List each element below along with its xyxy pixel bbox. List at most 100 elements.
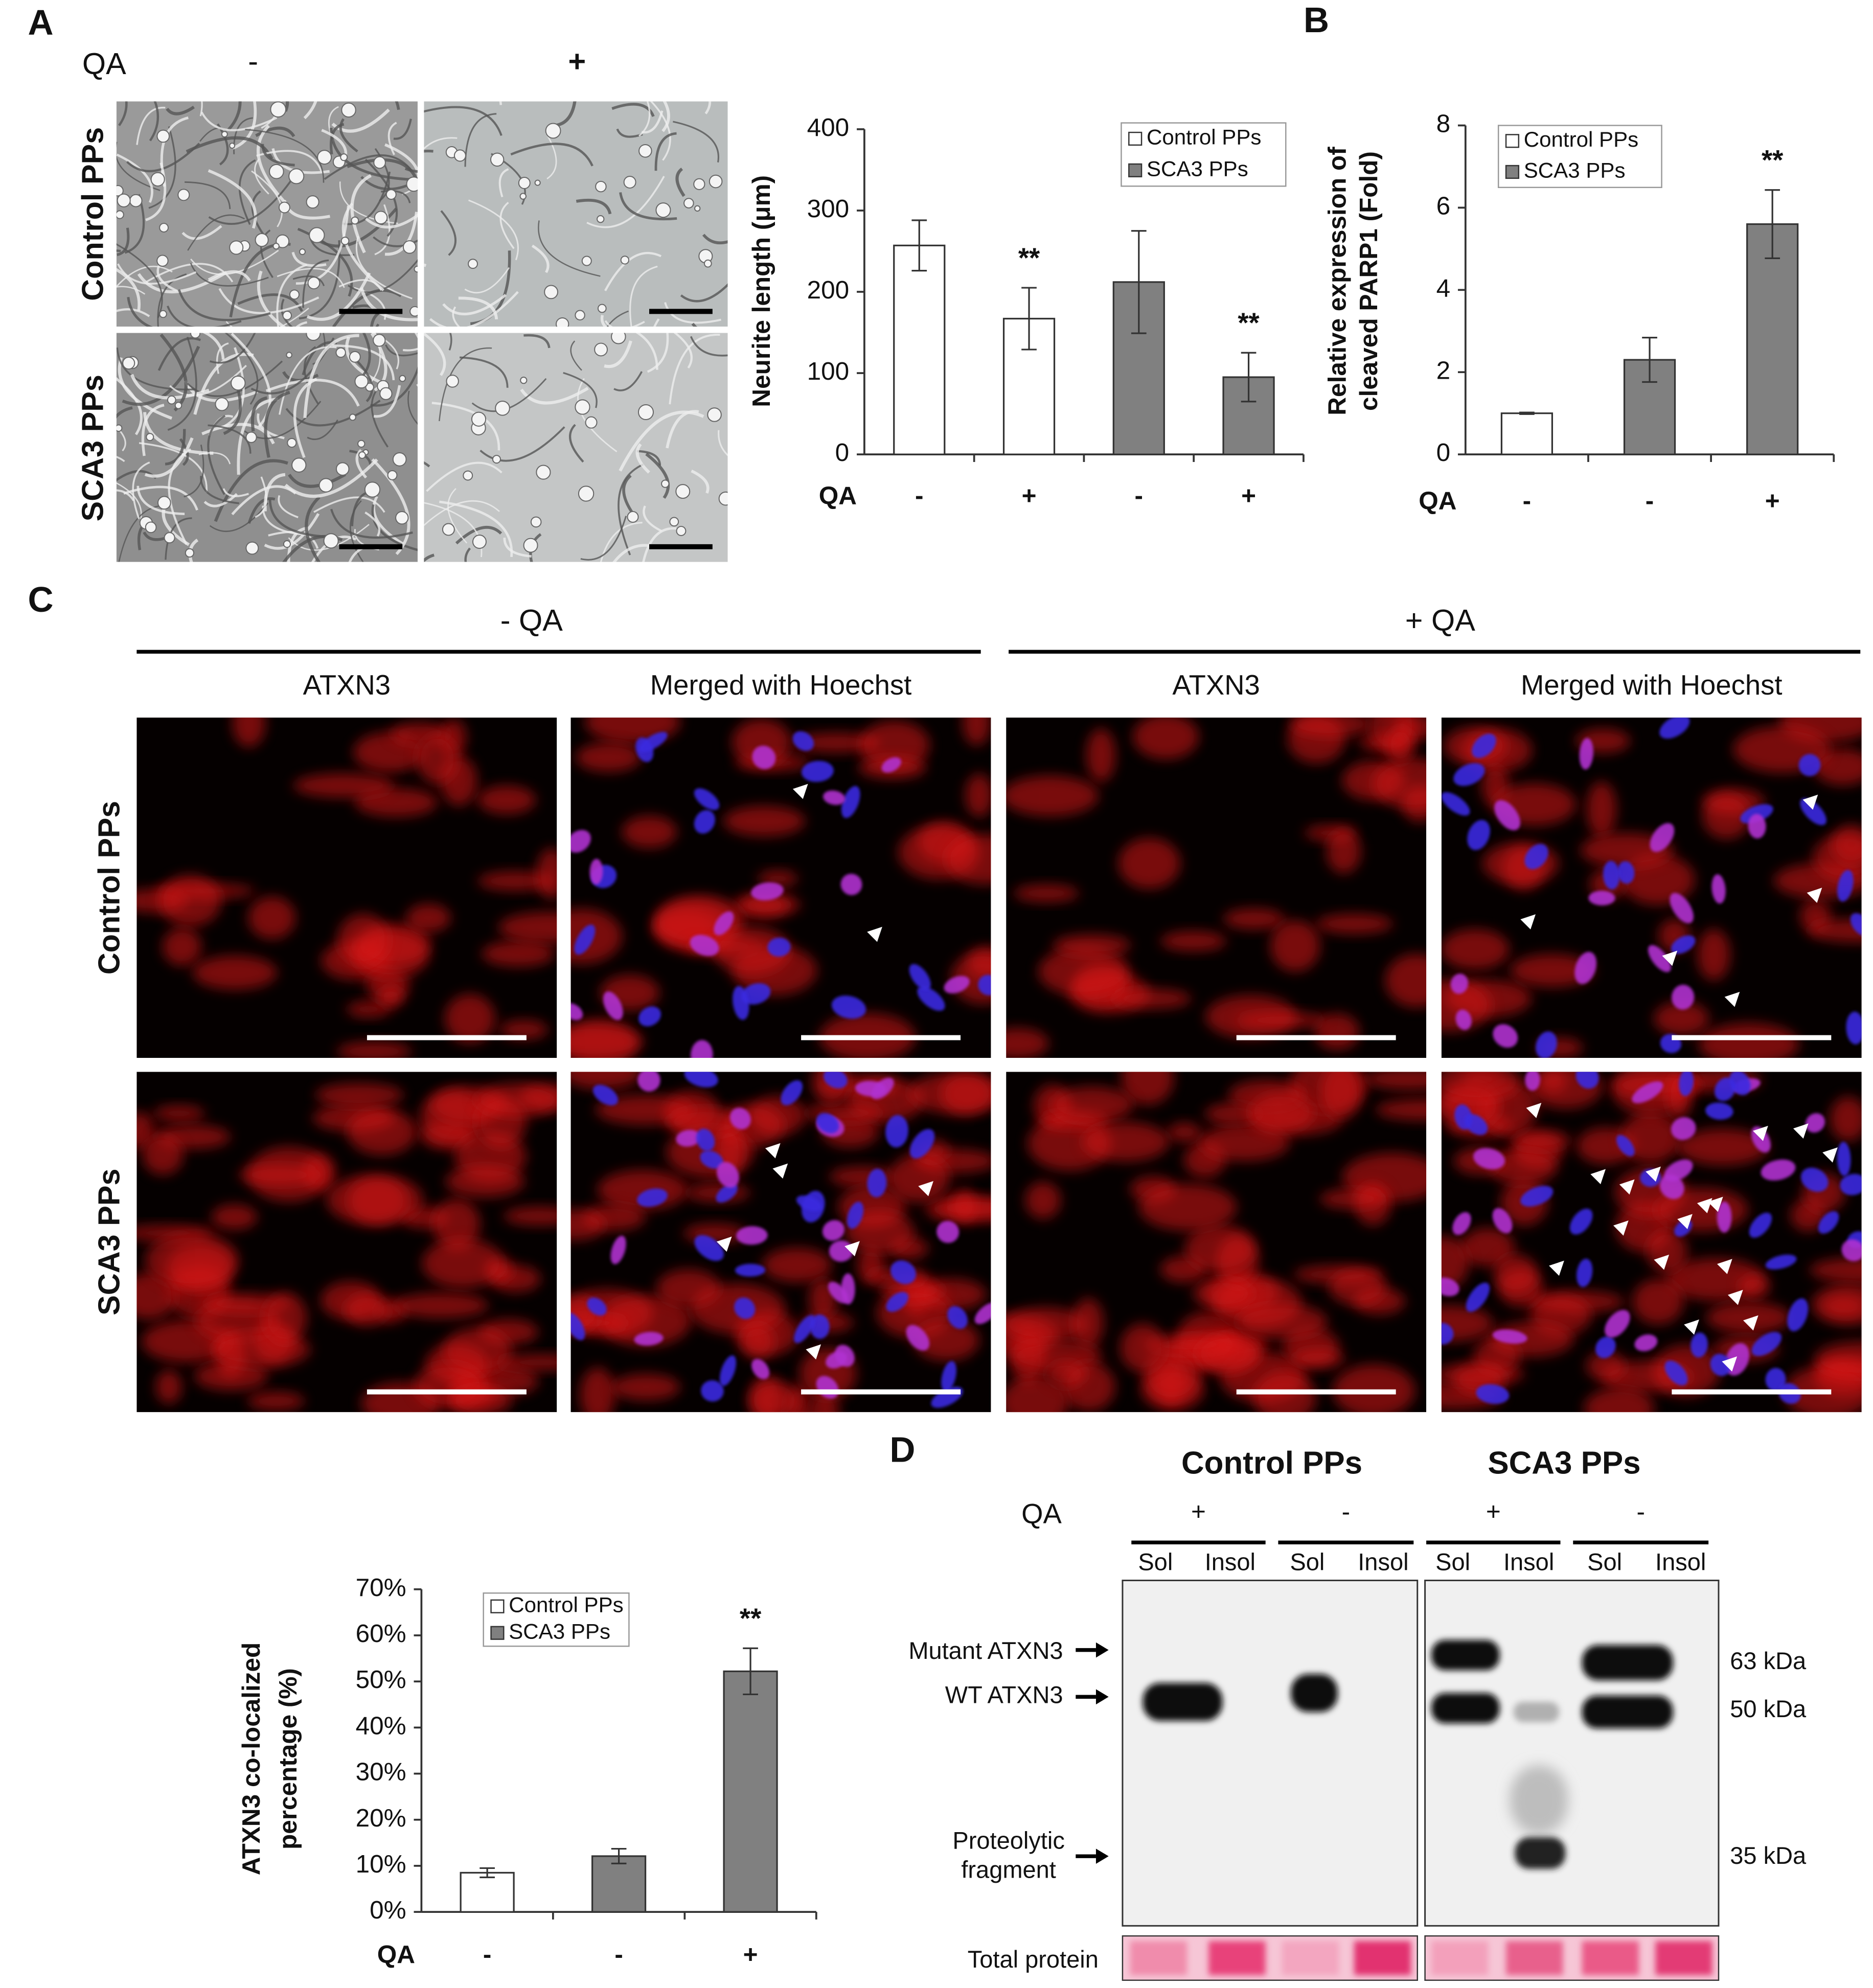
group-label: SCA3 PPs: [1488, 1446, 1640, 1481]
nucleus: [1748, 814, 1766, 839]
legend-swatch: [1128, 131, 1143, 146]
atxn3-signal: [1620, 1112, 1681, 1163]
cell-process: [691, 469, 710, 494]
cell-process: [586, 176, 665, 228]
total-protein-lane: [1130, 1941, 1187, 1975]
condition-label: + QA: [1405, 603, 1475, 637]
nucleus: [735, 1263, 765, 1277]
x-axis-label: QA: [1419, 487, 1456, 515]
nucleus: [840, 873, 862, 895]
atxn3-signal: [622, 816, 677, 848]
atxn3-signal: [248, 896, 295, 939]
cell-body: [693, 178, 705, 190]
nucleus: [1632, 1081, 1663, 1103]
cell-body: [323, 533, 339, 549]
atxn3-signal: [445, 1166, 525, 1197]
atxn3-signal: [477, 785, 536, 815]
cell-process: [116, 308, 150, 317]
cell-body: [307, 276, 321, 290]
atxn3-signal: [194, 1361, 268, 1391]
total-protein-lane: [1354, 1941, 1411, 1975]
atxn3-signal: [1654, 1001, 1709, 1036]
band-label: WT ATXN3: [945, 1681, 1063, 1708]
cell-process: [332, 289, 402, 327]
cell-process: [261, 101, 282, 129]
cell-process: [600, 314, 608, 327]
atxn3-signal: [741, 1324, 775, 1359]
atxn3-signal: [749, 1381, 800, 1413]
nucleus: [1800, 798, 1826, 825]
atxn3-signal: [503, 1207, 557, 1226]
atxn3-signal: [393, 1292, 489, 1319]
cell-process: [291, 251, 327, 267]
atxn3-signal: [1184, 1225, 1256, 1273]
cell-process: [302, 259, 329, 308]
condition-label: - QA: [500, 603, 563, 637]
band: [1291, 1674, 1338, 1712]
cell-body: [129, 194, 143, 207]
atxn3-signal: [1810, 1257, 1862, 1283]
bar: [723, 1670, 778, 1913]
band: [1582, 1645, 1673, 1681]
cell-process: [606, 310, 629, 327]
nucleus: [978, 975, 991, 996]
nucleus: [589, 859, 603, 885]
cell-process: [673, 121, 720, 163]
atxn3-signal: [1677, 1128, 1769, 1166]
cell-process: [157, 273, 187, 327]
cell-body: [379, 387, 393, 400]
band: [1582, 1695, 1673, 1729]
nucleus: [1659, 718, 1690, 739]
nucleus: [1749, 1212, 1772, 1238]
cell-body: [620, 256, 630, 265]
cell-body: [594, 342, 608, 357]
cell-process: [167, 336, 197, 431]
cell-body: [270, 101, 286, 118]
cell-process: [303, 346, 319, 404]
nucleus: [1761, 1159, 1796, 1181]
cell-body: [317, 150, 332, 165]
cell-body: [159, 310, 167, 318]
nucleus: [1787, 1298, 1809, 1332]
cell-process: [404, 167, 418, 173]
cell-body: [354, 374, 369, 389]
x-tick-label: -: [915, 481, 923, 510]
y-axis-label: cleaved PARP1 (Fold): [1355, 151, 1383, 411]
atxn3-signal: [1319, 1189, 1385, 1209]
cell-process: [604, 251, 662, 291]
legend-box: [1497, 125, 1662, 188]
cell-process: [169, 364, 247, 397]
arrowhead: [1654, 1254, 1670, 1270]
nucleus: [729, 1107, 751, 1129]
nucleus: [1579, 738, 1593, 770]
cell-body: [520, 377, 528, 384]
arrowhead: [806, 1344, 821, 1360]
cell-body: [306, 333, 321, 341]
cell-process: [690, 336, 728, 357]
cell-process: [277, 268, 345, 288]
cell-process: [612, 544, 655, 562]
nucleus: [716, 1184, 738, 1203]
nucleus: [1455, 1009, 1472, 1030]
cell-body: [229, 143, 236, 149]
nucleus: [1670, 893, 1694, 923]
bar: [1500, 412, 1554, 455]
cell-process: [293, 378, 317, 458]
atxn3-signal: [136, 1273, 176, 1320]
atxn3-signal: [136, 1112, 155, 1149]
cell-body: [245, 431, 257, 443]
cell-body: [707, 407, 722, 422]
significance-label: **: [1762, 145, 1784, 176]
cell-process: [718, 430, 728, 456]
atxn3-signal: [1493, 1254, 1538, 1294]
cell-process: [247, 497, 276, 524]
atxn3-signal: [1807, 918, 1862, 942]
atxn3-signal: [1038, 946, 1130, 997]
cell-process: [704, 101, 711, 114]
arrowhead: [844, 1241, 860, 1257]
cell-process: [167, 305, 242, 327]
cell-process: [330, 508, 413, 539]
cell-process: [645, 452, 670, 499]
atxn3-signal: [1027, 1116, 1111, 1171]
cell-process: [464, 267, 510, 294]
